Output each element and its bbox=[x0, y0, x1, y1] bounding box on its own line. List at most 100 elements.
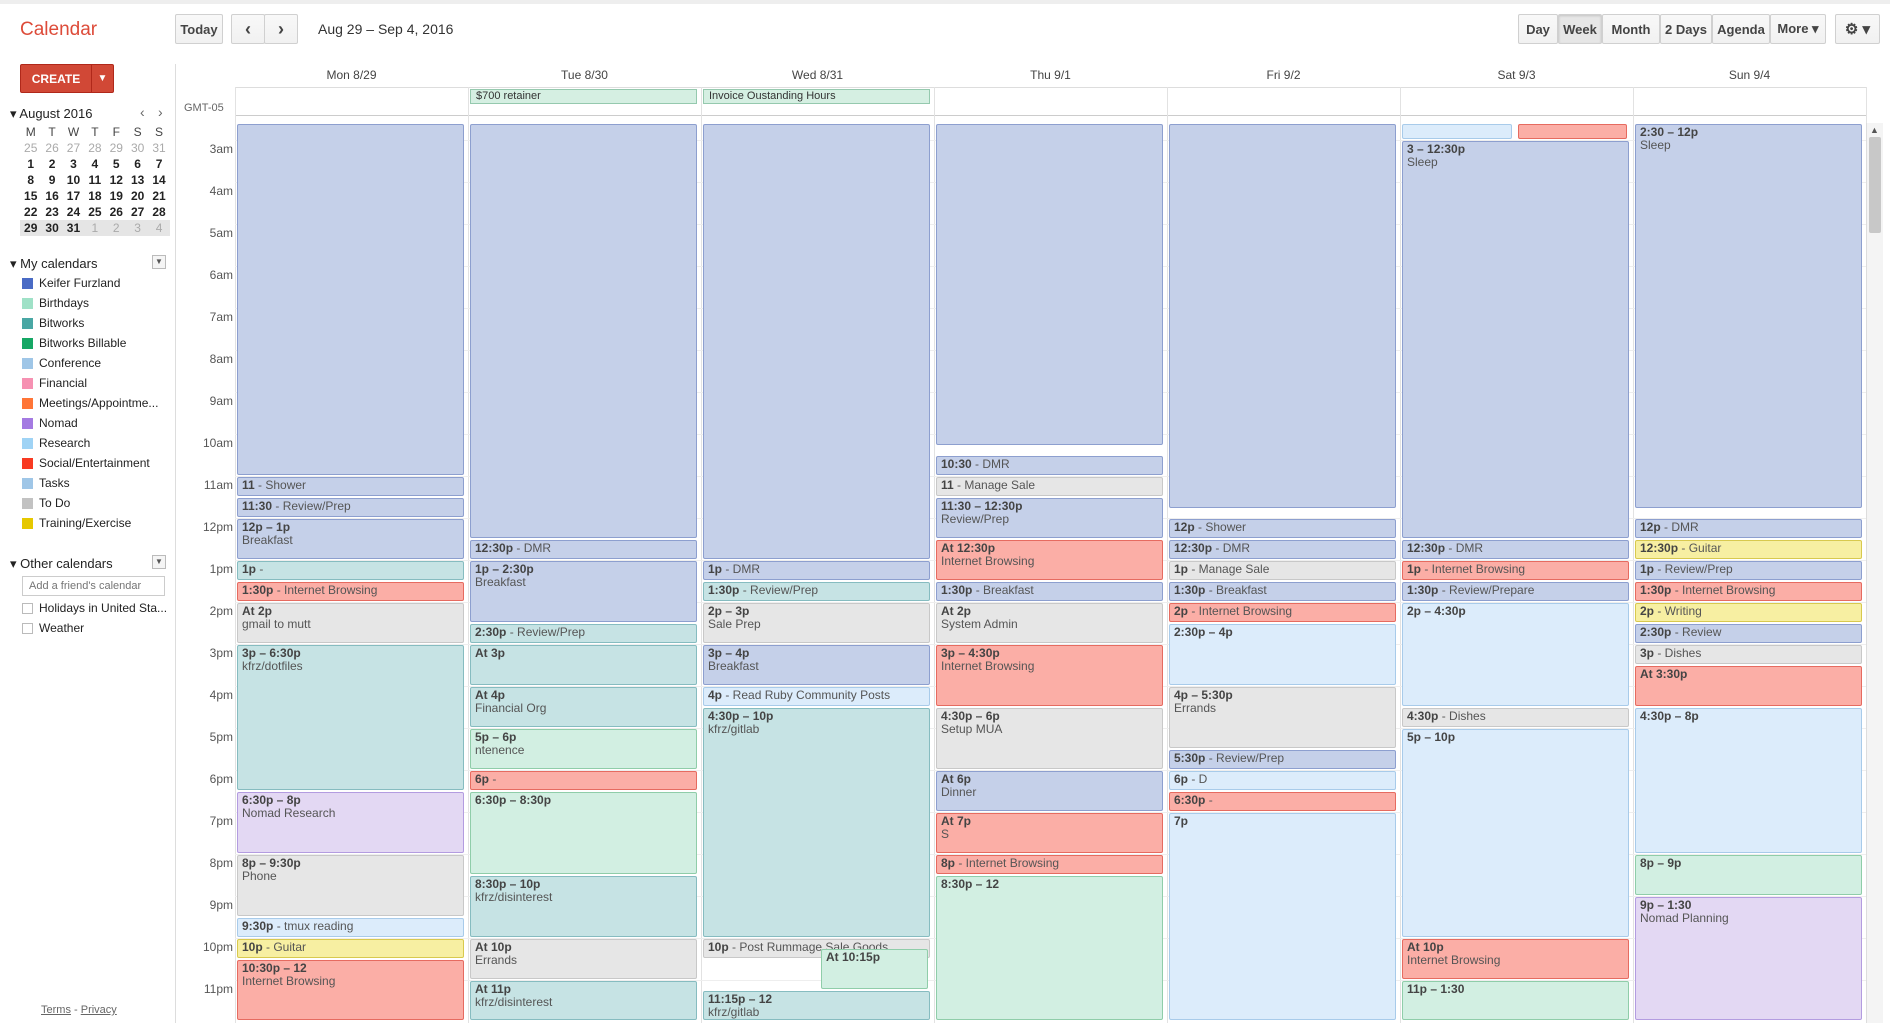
calendar-item[interactable]: Nomad bbox=[22, 414, 170, 432]
calendar-event[interactable]: At 10p Errands bbox=[470, 938, 697, 979]
calendar-event[interactable]: 11:30 - Review/Prep bbox=[237, 497, 464, 517]
calendar-item[interactable]: Tasks bbox=[22, 474, 170, 492]
calendar-event[interactable]: 2p - Internet Browsing bbox=[1169, 602, 1396, 622]
calendar-event[interactable]: 12:30p - DMR bbox=[1169, 539, 1396, 559]
calendar-event[interactable]: 1p - Review/Prep bbox=[1635, 560, 1862, 580]
calendar-event[interactable]: At 12:30p Internet Browsing bbox=[936, 539, 1163, 580]
calendar-event[interactable]: 5:30p - Review/Prep bbox=[1169, 749, 1396, 769]
calendar-event[interactable]: 2p – 3p Sale Prep bbox=[703, 602, 930, 643]
calendar-color-swatch[interactable] bbox=[22, 297, 33, 309]
calendar-event[interactable]: 12:30p - DMR bbox=[470, 539, 697, 559]
minical-day[interactable]: 9 bbox=[48, 173, 56, 187]
calendar-item[interactable]: Training/Exercise bbox=[22, 514, 170, 532]
minical-day[interactable]: 31 bbox=[152, 141, 166, 155]
calendar-event[interactable]: 3 – 12:30p Sleep bbox=[1402, 140, 1629, 538]
calendar-event[interactable]: 8p – 9p bbox=[1635, 854, 1862, 895]
calendar-color-swatch[interactable] bbox=[22, 477, 33, 489]
calendar-event[interactable]: 11p – 1:30 bbox=[1402, 980, 1629, 1020]
calendar-color-swatch[interactable] bbox=[22, 517, 33, 529]
minical-next-icon[interactable]: › bbox=[158, 104, 163, 120]
calendar-event[interactable]: At 4p Financial Org bbox=[470, 686, 697, 727]
calendar-event[interactable]: 4:30p – 8p bbox=[1635, 707, 1862, 853]
minical-day[interactable]: 12 bbox=[109, 173, 123, 187]
minical-day[interactable]: 2 bbox=[48, 157, 56, 171]
minical-day[interactable]: 31 bbox=[66, 221, 81, 235]
my-calendars-menu-icon[interactable]: ▼ bbox=[152, 255, 166, 269]
minical-day[interactable]: 23 bbox=[45, 205, 59, 219]
view-day-button[interactable]: Day bbox=[1518, 14, 1558, 44]
calendar-event[interactable]: 8p - Internet Browsing bbox=[936, 854, 1163, 874]
scroll-thumb[interactable] bbox=[1869, 137, 1881, 233]
calendar-event[interactable]: 2:30 – 12p Sleep bbox=[1635, 124, 1862, 509]
calendar-event[interactable]: 8:30p – 10p kfrz/disinterest bbox=[470, 875, 697, 937]
minical-day[interactable]: 26 bbox=[109, 205, 123, 219]
scroll-up-icon[interactable]: ▲ bbox=[1870, 125, 1879, 135]
view-week-button[interactable]: Week bbox=[1558, 14, 1602, 44]
calendar-event[interactable]: 12p - Shower bbox=[1169, 518, 1396, 538]
calendar-item[interactable]: Bitworks Billable bbox=[22, 334, 170, 352]
calendar-item[interactable]: To Do bbox=[22, 494, 170, 512]
calendar-item[interactable]: Financial bbox=[22, 374, 170, 392]
minical-day[interactable]: 29 bbox=[109, 141, 123, 155]
add-friend-calendar-input[interactable] bbox=[22, 576, 165, 596]
calendar-color-swatch[interactable] bbox=[22, 357, 33, 369]
view-month-button[interactable]: Month bbox=[1602, 14, 1660, 44]
calendar-event[interactable]: 8:30p – 12 bbox=[936, 875, 1163, 1020]
minical-day[interactable]: 11 bbox=[88, 173, 102, 187]
other-calendars-menu-icon[interactable]: ▼ bbox=[152, 555, 166, 569]
minical-day[interactable]: 17 bbox=[66, 189, 81, 203]
calendar-event[interactable]: 6p - D bbox=[1169, 770, 1396, 790]
calendar-color-swatch[interactable] bbox=[22, 417, 33, 429]
calendar-event[interactable]: 1p – 2:30p Breakfast bbox=[470, 560, 697, 622]
all-day-event[interactable]: $700 retainer bbox=[470, 89, 697, 104]
minical-day[interactable]: 28 bbox=[88, 141, 102, 155]
calendar-event[interactable] bbox=[470, 124, 697, 538]
calendar-event[interactable]: 9:30p - tmux reading bbox=[237, 917, 464, 937]
view-2-days-button[interactable]: 2 Days bbox=[1660, 14, 1712, 44]
calendar-item[interactable]: Birthdays bbox=[22, 294, 170, 312]
minical-day[interactable]: 4 bbox=[155, 221, 163, 235]
calendar-event[interactable]: 7p bbox=[1169, 812, 1396, 1020]
minical-day[interactable]: 13 bbox=[130, 173, 145, 187]
create-label[interactable]: CREATE bbox=[31, 71, 81, 86]
calendar-event[interactable]: 12:30p - Guitar bbox=[1635, 539, 1862, 559]
calendar-event[interactable]: 2:30p - Review/Prep bbox=[470, 623, 697, 643]
minical-day[interactable]: 19 bbox=[109, 189, 123, 203]
calendar-event[interactable] bbox=[1402, 124, 1512, 139]
calendar-event[interactable] bbox=[936, 124, 1163, 446]
calendar-event[interactable]: 1p - Internet Browsing bbox=[1402, 560, 1629, 580]
calendar-event[interactable] bbox=[703, 124, 930, 559]
calendar-item[interactable]: Keifer Furzland bbox=[22, 274, 170, 292]
calendar-event[interactable]: 12:30p - DMR bbox=[1402, 539, 1629, 559]
minical-day[interactable]: 20 bbox=[130, 189, 145, 203]
calendar-event[interactable] bbox=[1518, 124, 1627, 139]
calendar-event[interactable]: At 3:30p bbox=[1635, 665, 1862, 706]
calendar-event[interactable]: 11 - Shower bbox=[237, 476, 464, 496]
other-calendar-item[interactable]: Holidays in United Sta... bbox=[22, 599, 170, 617]
minical-day[interactable]: 10 bbox=[66, 173, 81, 187]
minical-day[interactable]: 1 bbox=[91, 221, 99, 235]
calendar-event[interactable]: 12p - DMR bbox=[1635, 518, 1862, 538]
minical-day[interactable]: 16 bbox=[45, 189, 59, 203]
view-agenda-button[interactable]: Agenda bbox=[1712, 14, 1770, 44]
minical-day[interactable]: 15 bbox=[24, 189, 38, 203]
calendar-event[interactable]: 3p – 6:30p kfrz/dotfiles bbox=[237, 644, 464, 790]
calendar-event[interactable]: 1p - DMR bbox=[703, 560, 930, 580]
calendar-color-swatch[interactable] bbox=[22, 337, 33, 349]
calendar-event[interactable]: 3p – 4p Breakfast bbox=[703, 644, 930, 685]
calendar-event[interactable]: 4:30p – 6p Setup MUA bbox=[936, 707, 1163, 769]
minical-day[interactable]: 8 bbox=[27, 173, 35, 187]
settings-gear-icon[interactable]: ⚙ ▾ bbox=[1835, 14, 1880, 44]
minical-day[interactable]: 24 bbox=[66, 205, 81, 219]
calendar-event[interactable]: 11:15p – 12 kfrz/gitlab bbox=[703, 991, 930, 1020]
minical-day[interactable]: 27 bbox=[130, 205, 145, 219]
day-header[interactable]: Tue 8/30 bbox=[561, 68, 608, 82]
calendar-event[interactable]: 5p – 6p ntenence bbox=[470, 728, 697, 769]
calendar-event[interactable]: 11 - Manage Sale bbox=[936, 476, 1163, 496]
prev-week-button[interactable]: ‹ bbox=[231, 14, 265, 44]
view-more-button[interactable]: More ▾ bbox=[1770, 14, 1826, 44]
calendar-event[interactable]: 10p - Guitar bbox=[237, 938, 464, 958]
calendar-event[interactable]: 1:30p - Breakfast bbox=[936, 581, 1163, 601]
calendar-event[interactable]: 3p – 4:30p Internet Browsing bbox=[936, 644, 1163, 706]
calendar-event[interactable]: 1:30p - Breakfast bbox=[1169, 581, 1396, 601]
